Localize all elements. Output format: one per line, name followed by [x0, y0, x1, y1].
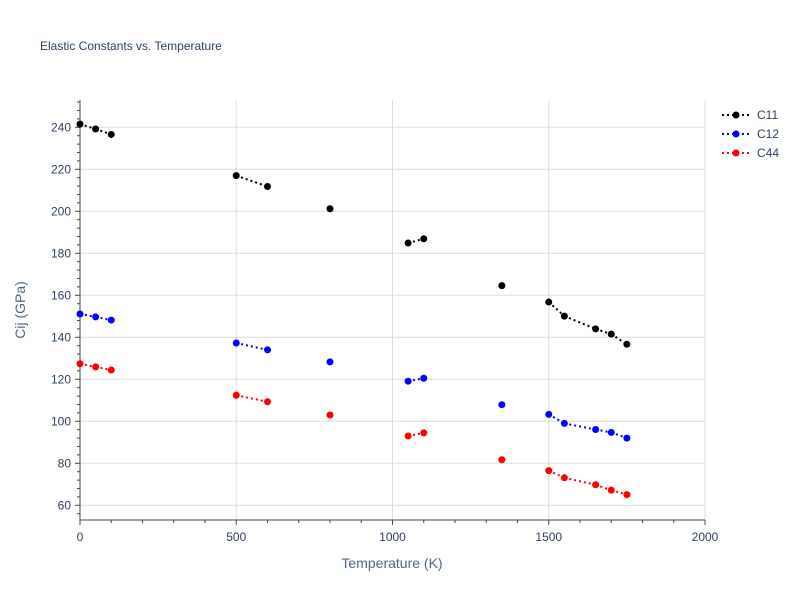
data-point[interactable]: [560, 419, 568, 427]
data-point[interactable]: [76, 310, 84, 318]
series-c12: [76, 310, 631, 442]
data-point[interactable]: [545, 298, 553, 306]
x-tick-label: 1500: [535, 530, 562, 544]
x-axis-title: Temperature (K): [341, 555, 442, 571]
plot-area: [76, 120, 631, 499]
series-line-segment: [563, 315, 597, 330]
axes: 0 500 1000 1500 2000 60 80 100 120 140 160 180 200 22…: [51, 100, 719, 544]
data-point[interactable]: [560, 312, 568, 320]
data-point[interactable]: [592, 481, 600, 489]
data-point[interactable]: [545, 410, 553, 418]
data-point[interactable]: [607, 330, 615, 338]
y-tick-label: 60: [58, 498, 72, 512]
y-tick-label: 160: [51, 288, 71, 302]
data-point[interactable]: [623, 434, 631, 442]
legend-marker: [732, 130, 740, 138]
y-tick-label: 240: [51, 120, 71, 134]
x-tick-label: 1000: [379, 530, 406, 544]
data-point[interactable]: [92, 363, 100, 371]
data-point[interactable]: [264, 183, 271, 191]
series-c11: [76, 120, 631, 348]
data-point[interactable]: [592, 425, 600, 433]
legend-marker: [732, 111, 740, 119]
x-tick-label: 500: [226, 530, 246, 544]
data-point[interactable]: [326, 205, 334, 213]
data-point[interactable]: [232, 391, 240, 399]
series-line-segment: [235, 174, 268, 188]
data-point[interactable]: [404, 432, 412, 440]
data-point[interactable]: [607, 428, 615, 436]
data-point[interactable]: [107, 366, 115, 374]
chart-title: Elastic Constants vs. Temperature: [40, 39, 222, 53]
data-point[interactable]: [545, 467, 553, 475]
x-tick-label: 0: [77, 530, 84, 544]
y-tick-label: 100: [51, 414, 71, 428]
legend-marker: [732, 149, 740, 157]
data-point[interactable]: [420, 429, 428, 437]
data-point[interactable]: [623, 340, 631, 348]
legend-item-c12[interactable]: C12: [722, 127, 779, 141]
series-line-segment: [236, 394, 268, 403]
y-axis-title: Cij (GPa): [12, 281, 28, 339]
data-point[interactable]: [232, 339, 240, 347]
data-point[interactable]: [420, 235, 428, 243]
legend-item-c44[interactable]: C44: [722, 146, 779, 160]
series-line-segment: [548, 301, 566, 317]
data-point[interactable]: [92, 313, 100, 321]
series-line-segment: [564, 476, 596, 486]
legend-item-c11[interactable]: C11: [722, 108, 778, 122]
data-point[interactable]: [76, 360, 84, 368]
legend-label: C12: [757, 127, 779, 141]
data-point[interactable]: [498, 282, 506, 290]
data-point[interactable]: [264, 398, 271, 406]
data-point[interactable]: [404, 239, 412, 247]
data-point[interactable]: [76, 120, 84, 128]
series-line-segment: [564, 422, 596, 431]
grid: [79, 100, 706, 520]
y-tick-label: 220: [51, 162, 71, 176]
y-tick-label: 200: [51, 204, 71, 218]
data-point[interactable]: [232, 172, 240, 180]
data-point[interactable]: [92, 125, 100, 133]
y-tick-label: 140: [51, 330, 71, 344]
data-point[interactable]: [623, 491, 631, 499]
data-point[interactable]: [107, 316, 115, 324]
y-tick-label: 80: [58, 456, 72, 470]
data-point[interactable]: [420, 374, 428, 382]
data-point[interactable]: [560, 474, 568, 482]
data-point[interactable]: [498, 401, 506, 409]
data-point[interactable]: [592, 325, 600, 333]
y-tick-label: 120: [51, 372, 71, 386]
series-line-segment: [236, 341, 268, 351]
legend: C11 C12 C44: [722, 108, 779, 160]
data-point[interactable]: [498, 456, 506, 464]
series-c44: [76, 360, 631, 499]
data-point[interactable]: [326, 358, 334, 366]
data-point[interactable]: [404, 377, 412, 385]
y-tick-label: 180: [51, 246, 71, 260]
data-point[interactable]: [326, 411, 334, 419]
data-point[interactable]: [607, 486, 615, 494]
data-point[interactable]: [264, 346, 271, 354]
data-point[interactable]: [107, 130, 115, 138]
legend-label: C44: [757, 146, 779, 160]
x-tick-label: 2000: [692, 530, 719, 544]
legend-label: C11: [757, 108, 778, 122]
